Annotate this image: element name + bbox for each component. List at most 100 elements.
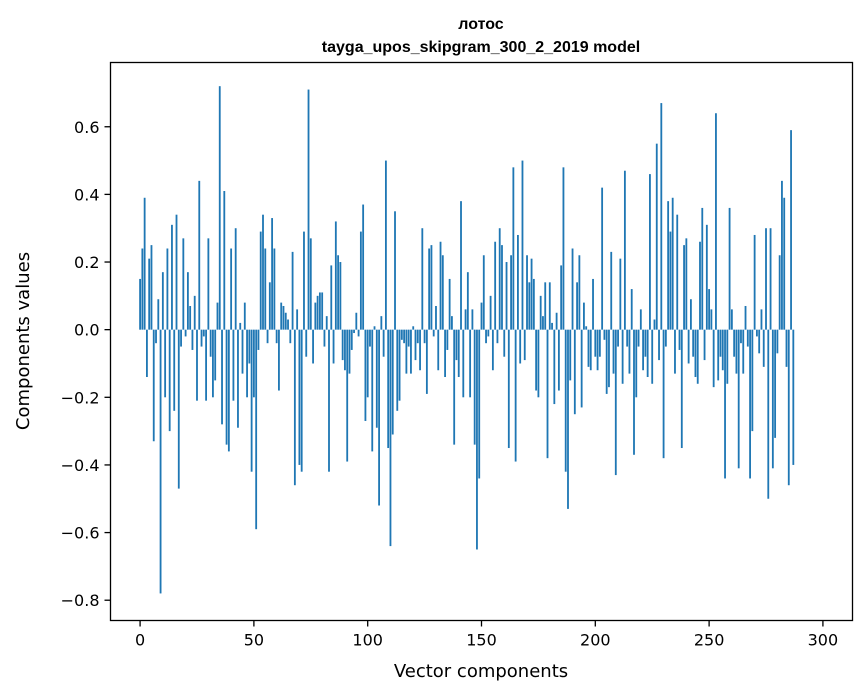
bar-component-203 <box>601 187 604 330</box>
bar-component-170 <box>526 255 528 330</box>
bar-component-271 <box>755 329 758 337</box>
bar-component-52 <box>257 329 260 350</box>
bar-component-227 <box>655 143 658 330</box>
bar-component-90 <box>344 329 346 371</box>
bar-component-190 <box>571 248 574 330</box>
bar-component-92 <box>348 329 351 374</box>
bar-component-87 <box>337 255 340 330</box>
bar-component-148 <box>476 329 478 550</box>
bar-component-280 <box>776 329 779 354</box>
bar-component-225 <box>651 329 654 384</box>
bar-component-204 <box>603 329 606 340</box>
bar-component-180 <box>548 282 551 330</box>
bar-component-197 <box>587 329 590 367</box>
bars-group <box>139 86 795 594</box>
bar-component-74 <box>307 89 310 330</box>
bar-component-246 <box>699 241 701 330</box>
bar-component-247 <box>701 207 704 330</box>
bar-component-287 <box>792 329 795 465</box>
bar-component-61 <box>278 329 280 391</box>
bar-component-23 <box>191 329 194 350</box>
bar-component-189 <box>569 329 572 381</box>
bar-component-9 <box>159 329 162 594</box>
bar-component-124 <box>421 228 424 330</box>
x-tick-label: 0 <box>135 631 145 650</box>
bar-component-44 <box>239 322 242 330</box>
bar-component-3 <box>146 329 148 378</box>
bar-component-17 <box>177 329 180 489</box>
bar-component-208 <box>612 329 615 374</box>
bar-component-279 <box>774 329 777 438</box>
y-tick-label: 0.0 <box>74 321 99 340</box>
bar-component-13 <box>168 329 171 432</box>
x-axis-label: Vector components <box>394 661 568 682</box>
bar-component-121 <box>414 329 417 361</box>
bar-component-67 <box>291 251 294 330</box>
bar-component-163 <box>510 255 512 330</box>
bar-component-213 <box>623 170 626 330</box>
bar-component-278 <box>771 329 774 469</box>
bar-component-7 <box>155 329 157 344</box>
bar-component-215 <box>628 329 631 374</box>
bar-component-224 <box>649 174 651 330</box>
bar-component-55 <box>264 248 267 330</box>
bar-component-100 <box>366 329 369 398</box>
bar-component-265 <box>742 329 745 374</box>
bar-component-75 <box>309 238 312 330</box>
bar-component-120 <box>412 326 415 330</box>
bar-component-77 <box>314 302 317 330</box>
bar-component-79 <box>318 292 321 330</box>
bar-component-50 <box>252 329 255 398</box>
bar-component-240 <box>685 238 688 330</box>
bar-component-65 <box>287 319 289 330</box>
bar-component-196 <box>585 326 588 330</box>
bar-component-186 <box>562 167 565 330</box>
bar-component-71 <box>300 329 303 472</box>
bar-component-27 <box>200 329 203 347</box>
bar-component-264 <box>740 329 742 344</box>
bar-component-24 <box>193 295 196 330</box>
y-tick-label: 0.6 <box>74 118 99 137</box>
bar-component-250 <box>708 289 711 330</box>
bar-component-43 <box>237 329 239 428</box>
bar-component-15 <box>173 329 176 411</box>
x-tick-label: 100 <box>352 631 383 650</box>
bar-component-281 <box>778 255 781 330</box>
bar-component-222 <box>644 329 647 357</box>
bar-component-245 <box>696 329 699 384</box>
bar-component-125 <box>423 329 426 344</box>
bar-component-122 <box>416 329 419 344</box>
bar-component-239 <box>683 245 685 330</box>
bar-component-282 <box>781 180 783 330</box>
y-tick-label: −0.2 <box>61 388 100 407</box>
bar-component-46 <box>243 302 246 330</box>
bar-component-253 <box>715 113 717 330</box>
bar-component-241 <box>687 329 690 364</box>
bar-component-150 <box>480 302 483 330</box>
bar-component-210 <box>617 329 619 347</box>
bar-component-212 <box>621 329 624 384</box>
bar-component-236 <box>676 214 679 330</box>
bar-component-176 <box>539 295 542 330</box>
bar-component-199 <box>592 278 594 330</box>
bar-component-98 <box>362 204 365 330</box>
bar-component-252 <box>712 329 715 388</box>
x-tick-label: 50 <box>244 631 264 650</box>
bar-component-270 <box>753 234 756 330</box>
bar-component-60 <box>275 329 278 344</box>
bar-component-177 <box>542 316 544 330</box>
bar-component-123 <box>419 329 421 371</box>
bar-component-106 <box>380 316 383 330</box>
bar-component-142 <box>462 329 465 398</box>
bar-component-49 <box>250 329 253 472</box>
bar-component-152 <box>485 329 487 344</box>
bar-component-235 <box>674 329 676 374</box>
bar-component-133 <box>441 255 444 330</box>
bar-component-226 <box>653 319 656 330</box>
bar-component-62 <box>280 302 283 330</box>
bar-component-11 <box>164 329 167 398</box>
bar-component-217 <box>633 329 635 455</box>
bar-component-198 <box>589 329 592 371</box>
bar-component-233 <box>669 231 672 330</box>
bar-component-156 <box>494 241 497 330</box>
